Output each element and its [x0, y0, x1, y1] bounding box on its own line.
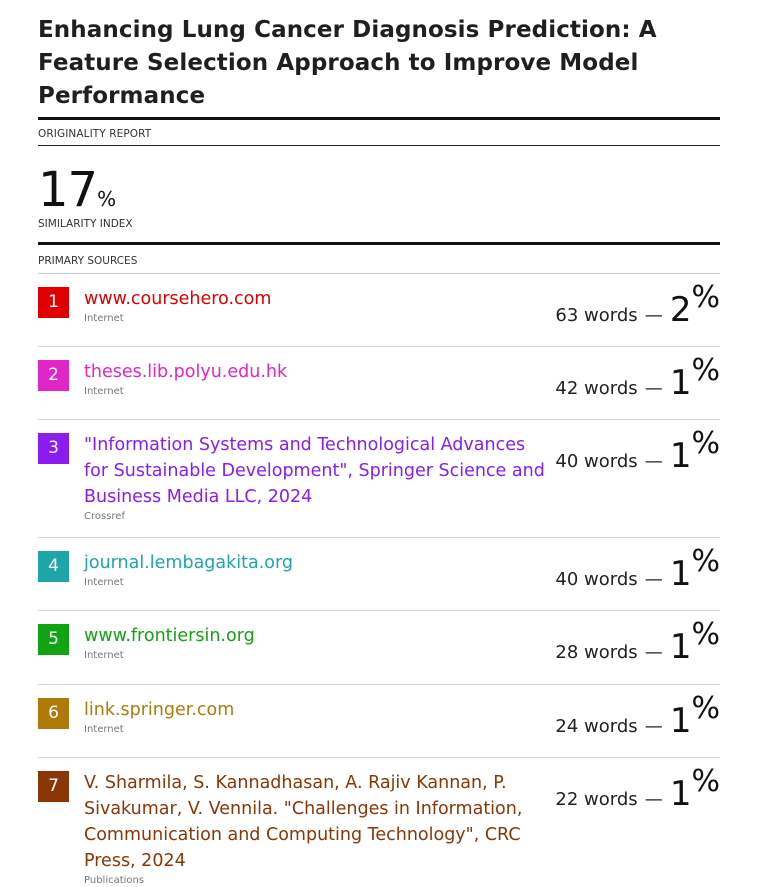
- source-percent-sign: %: [691, 617, 720, 652]
- source-text: V. Sharmila, S. Kannadhasan, A. Rajiv Ka…: [84, 770, 546, 887]
- source-percent-sign: %: [691, 353, 720, 388]
- source-rank-badge: 5: [38, 624, 69, 655]
- source-text: link.springer.com Internet: [84, 697, 546, 736]
- source-dash: —: [644, 451, 663, 472]
- source-rank-badge: 1: [38, 287, 69, 318]
- source-text: journal.lembagakita.org Internet: [84, 550, 546, 589]
- document-title: Enhancing Lung Cancer Diagnosis Predicti…: [38, 14, 720, 120]
- source-link[interactable]: www.frontiersin.org: [84, 626, 255, 646]
- source-type: Internet: [84, 313, 124, 324]
- source-percent: 1: [669, 363, 692, 403]
- source-rank-badge: 4: [38, 551, 69, 582]
- primary-sources-label: PRIMARY SOURCES: [38, 255, 720, 274]
- source-type: Publications: [84, 875, 145, 886]
- source-type: Internet: [84, 577, 124, 588]
- source-text: www.frontiersin.org Internet: [84, 623, 546, 662]
- source-word-count: 63 words: [555, 305, 638, 326]
- source-percent: 1: [669, 774, 692, 814]
- source-row-6: 6 link.springer.com Internet 24 words — …: [38, 685, 720, 758]
- source-dash: —: [644, 642, 663, 663]
- source-link[interactable]: V. Sharmila, S. Kannadhasan, A. Rajiv Ka…: [84, 773, 523, 871]
- source-percent-sign: %: [691, 426, 720, 461]
- source-dash: —: [644, 305, 663, 326]
- source-word-count: 42 words: [555, 378, 638, 399]
- similarity-number: 17: [38, 162, 98, 218]
- source-rank-badge: 6: [38, 698, 69, 729]
- source-link[interactable]: "Information Systems and Technological A…: [84, 435, 545, 507]
- source-word-count: 22 words: [555, 789, 638, 810]
- source-text: theses.lib.polyu.edu.hk Internet: [84, 359, 546, 398]
- source-row-7: 7 V. Sharmila, S. Kannadhasan, A. Rajiv …: [38, 758, 720, 886]
- source-text: www.coursehero.com Internet: [84, 286, 546, 325]
- source-percent-sign: %: [691, 764, 720, 799]
- source-rank-badge: 3: [38, 433, 69, 464]
- source-match-stat: 40 words — 1%: [555, 544, 720, 591]
- source-dash: —: [644, 569, 663, 590]
- source-type: Internet: [84, 386, 124, 397]
- source-match-stat: 22 words — 1%: [555, 764, 720, 811]
- source-dash: —: [644, 789, 663, 810]
- source-match-stat: 42 words — 1%: [555, 353, 720, 400]
- originality-report-label: ORIGINALITY REPORT: [38, 128, 720, 146]
- source-match-stat: 24 words — 1%: [555, 691, 720, 738]
- report-container: Enhancing Lung Cancer Diagnosis Predicti…: [38, 14, 720, 886]
- similarity-index-value: 17%: [38, 162, 116, 227]
- source-percent: 1: [669, 627, 692, 667]
- source-word-count: 40 words: [555, 569, 638, 590]
- source-match-stat: 40 words — 1%: [555, 426, 720, 473]
- source-percent: 2: [669, 290, 692, 330]
- similarity-index-block: 17% SIMILARITY INDEX: [38, 146, 720, 245]
- source-word-count: 24 words: [555, 716, 638, 737]
- source-percent: 1: [669, 436, 692, 476]
- source-percent-sign: %: [691, 280, 720, 315]
- source-match-stat: 28 words — 1%: [555, 617, 720, 664]
- source-percent-sign: %: [691, 544, 720, 579]
- source-row-3: 3 "Information Systems and Technological…: [38, 420, 720, 538]
- source-type: Internet: [84, 650, 124, 661]
- originality-report-page: { "document": { "title": "Enhancing Lung…: [38, 17, 720, 886]
- source-word-count: 40 words: [555, 451, 638, 472]
- source-percent: 1: [669, 554, 692, 594]
- source-row-5: 5 www.frontiersin.org Internet 28 words …: [38, 611, 720, 685]
- source-row-2: 2 theses.lib.polyu.edu.hk Internet 42 wo…: [38, 347, 720, 420]
- similarity-index-label: SIMILARITY INDEX: [38, 218, 133, 230]
- source-link[interactable]: theses.lib.polyu.edu.hk: [84, 362, 288, 382]
- similarity-percent-sign: %: [97, 187, 117, 211]
- source-row-1: 1 www.coursehero.com Internet 63 words —…: [38, 274, 720, 347]
- source-type: Internet: [84, 724, 124, 735]
- source-word-count: 28 words: [555, 642, 638, 663]
- source-match-stat: 63 words — 2%: [555, 280, 720, 327]
- source-link[interactable]: link.springer.com: [84, 700, 235, 720]
- source-rank-badge: 7: [38, 771, 69, 802]
- source-text: "Information Systems and Technological A…: [84, 432, 546, 523]
- source-percent: 1: [669, 701, 692, 741]
- source-link[interactable]: www.coursehero.com: [84, 289, 272, 309]
- source-rank-badge: 2: [38, 360, 69, 391]
- source-dash: —: [644, 378, 663, 399]
- source-row-4: 4 journal.lembagakita.org Internet 40 wo…: [38, 538, 720, 611]
- source-type: Crossref: [84, 511, 125, 522]
- source-link[interactable]: journal.lembagakita.org: [84, 553, 293, 573]
- source-dash: —: [644, 716, 663, 737]
- source-percent-sign: %: [691, 691, 720, 726]
